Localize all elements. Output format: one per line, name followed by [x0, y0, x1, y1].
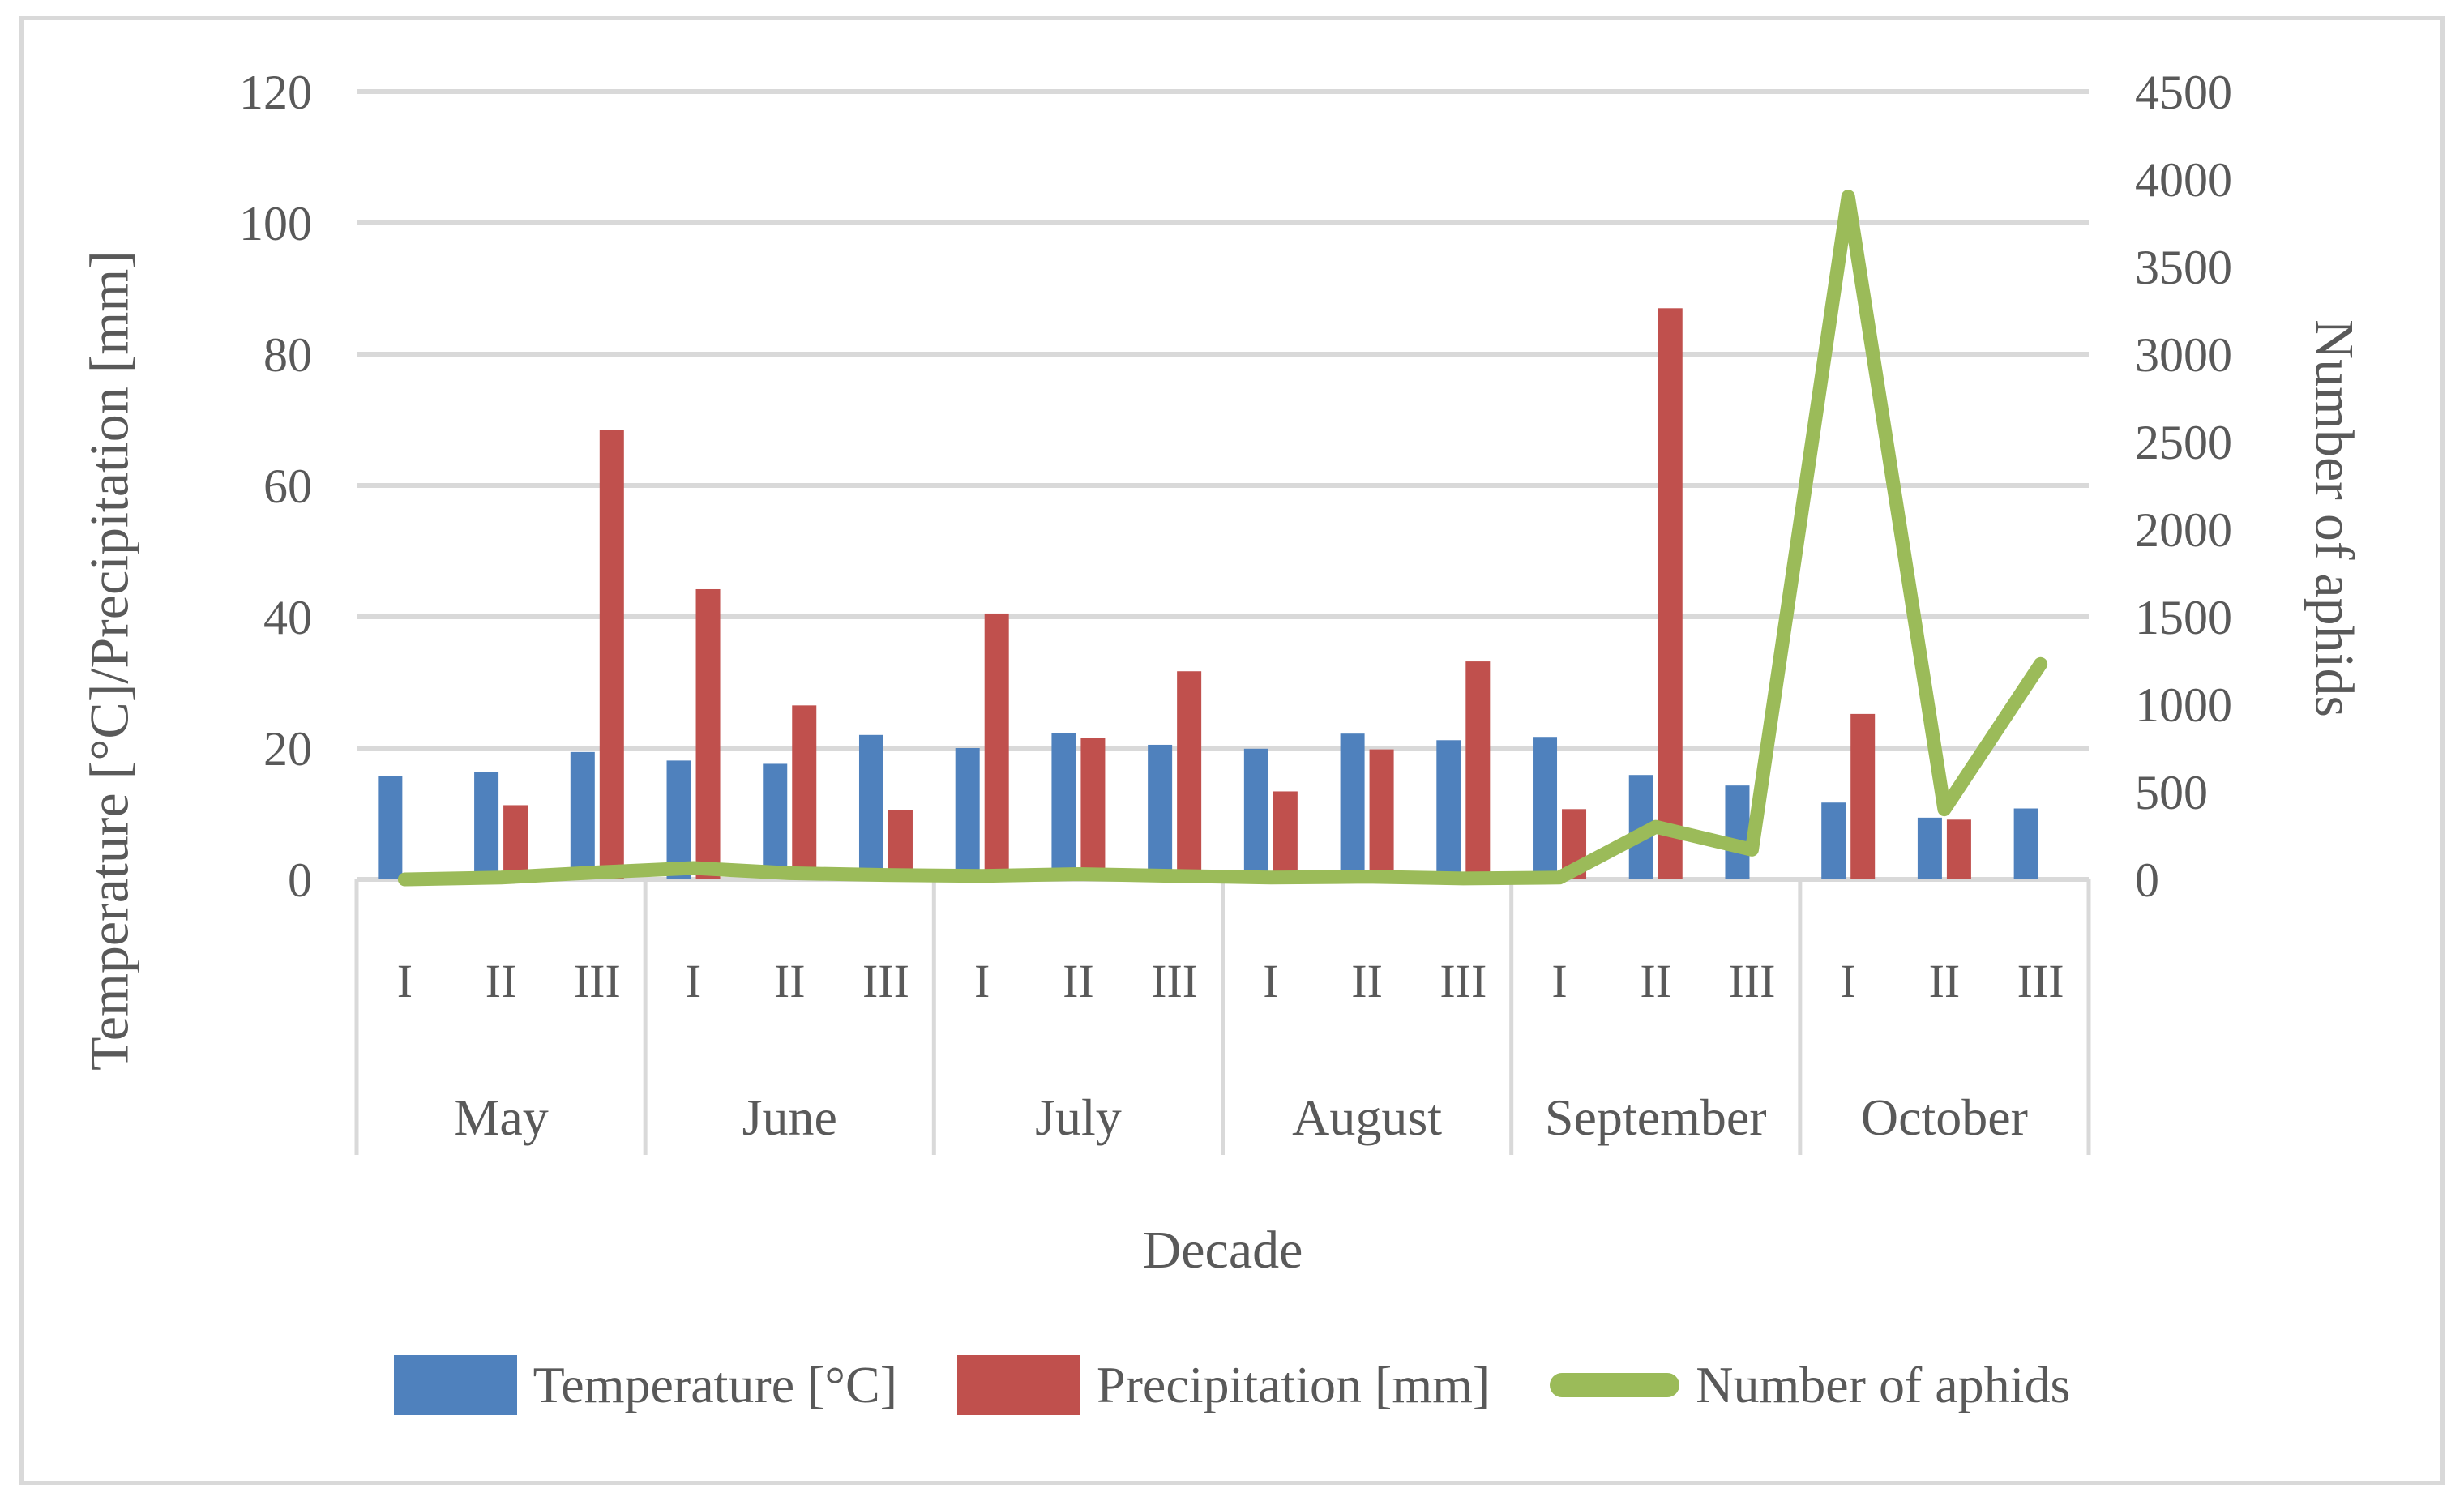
decade-label: III	[1728, 955, 1775, 1007]
month-label: August	[1292, 1088, 1442, 1146]
left-axis-tick-label: 100	[239, 197, 312, 250]
decade-label: II	[1640, 955, 1671, 1007]
right-axis-tick-label: 4500	[2135, 66, 2232, 119]
decade-label: II	[1929, 955, 1961, 1007]
x-axis-title: Decade	[1142, 1221, 1303, 1280]
right-axis-tick-label: 500	[2135, 766, 2208, 819]
precipitation-bar	[888, 810, 913, 879]
precipitation-bar	[1273, 791, 1298, 879]
precipitation-swatch-icon	[957, 1355, 1080, 1415]
temperature-bar	[1340, 733, 1365, 879]
precipitation-bar	[1946, 819, 1971, 879]
precipitation-bar	[1080, 738, 1106, 879]
precipitation-bar	[1850, 713, 1876, 879]
right-axis-tick-label: 4000	[2135, 153, 2232, 207]
left-axis-tick-label: 80	[263, 328, 312, 382]
temperature-bar	[763, 763, 788, 879]
precipitation-bar	[1465, 661, 1491, 879]
legend-label-precipitation: Precipitation [mm]	[1097, 1356, 1491, 1413]
legend-item-temperature: Temperature [°C]	[393, 1355, 897, 1415]
left-axis-tick-label: 60	[263, 460, 312, 513]
precipitation-bar	[792, 705, 817, 879]
legend-label-aphids: Number of aphids	[1696, 1356, 2071, 1413]
decade-label: II	[486, 955, 517, 1007]
right-axis-tick-label: 3500	[2135, 241, 2232, 294]
precipitation-bar	[695, 588, 721, 879]
right-axis-tick-label: 2000	[2135, 503, 2232, 557]
legend-item-aphids: Number of aphids	[1550, 1355, 2070, 1415]
decade-label: II	[1063, 955, 1094, 1007]
temperature-bar	[666, 760, 691, 879]
aphids-line-swatch-icon	[1550, 1373, 1680, 1397]
temperature-bar	[1821, 802, 1846, 879]
decade-label: I	[1841, 955, 1856, 1007]
right-axis-title: Number of aphids	[2304, 319, 2366, 718]
precipitation-bar	[503, 805, 528, 879]
left-axis-tick-label: 0	[288, 853, 312, 907]
temperature-bar	[474, 772, 499, 879]
precipitation-bar	[1369, 749, 1394, 879]
temperature-bar	[378, 776, 403, 879]
month-label: September	[1545, 1088, 1767, 1146]
precipitation-bar	[984, 613, 1009, 879]
temperature-bar	[1148, 744, 1173, 879]
decade-label: I	[1263, 955, 1278, 1007]
left-axis-tick-label: 20	[263, 722, 312, 776]
temperature-bar	[858, 734, 883, 879]
temperature-bar	[1917, 817, 1942, 879]
precipitation-bar	[1658, 308, 1683, 879]
temperature-swatch-icon	[393, 1355, 517, 1415]
decade-label: III	[1151, 955, 1198, 1007]
month-label: October	[1861, 1088, 2028, 1146]
temperature-bar	[2013, 808, 2038, 879]
left-axis-tick-label: 120	[239, 66, 312, 119]
temperature-bar	[570, 751, 595, 879]
precipitation-bar	[599, 430, 624, 879]
decade-label: II	[1351, 955, 1383, 1007]
decade-label: III	[862, 955, 909, 1007]
aphids-line	[397, 190, 2048, 887]
right-axis-tick-label: 2500	[2135, 416, 2232, 469]
left-axis-tick-label: 40	[263, 591, 312, 644]
right-axis-tick-label: 3000	[2135, 328, 2232, 382]
month-label: May	[453, 1088, 548, 1146]
precipitation-bar	[1177, 671, 1202, 879]
legend: Temperature [°C] Precipitation [mm] Numb…	[0, 1355, 2464, 1415]
right-axis-tick-label: 1000	[2135, 678, 2232, 732]
right-axis-tick-label: 0	[2135, 853, 2159, 907]
legend-label-temperature: Temperature [°C]	[533, 1356, 897, 1413]
temperature-bar	[1243, 748, 1268, 879]
temperature-bar	[1533, 737, 1558, 879]
decade-label: I	[686, 955, 701, 1007]
decade-label: II	[774, 955, 806, 1007]
decade-label: III	[1439, 955, 1487, 1007]
legend-item-precipitation: Precipitation [mm]	[957, 1355, 1490, 1415]
decade-label: I	[974, 955, 990, 1007]
decade-label: I	[1551, 955, 1567, 1007]
decade-label: I	[397, 955, 413, 1007]
right-axis-tick-label: 1500	[2135, 591, 2232, 644]
decade-label: III	[2017, 955, 2064, 1007]
temperature-bar	[1436, 740, 1461, 879]
temperature-bar	[1051, 733, 1076, 879]
temperature-bar	[1725, 785, 1750, 879]
temperature-bar	[955, 748, 980, 879]
month-label: June	[742, 1088, 837, 1146]
month-label: July	[1035, 1088, 1122, 1146]
decade-label: III	[574, 955, 621, 1007]
